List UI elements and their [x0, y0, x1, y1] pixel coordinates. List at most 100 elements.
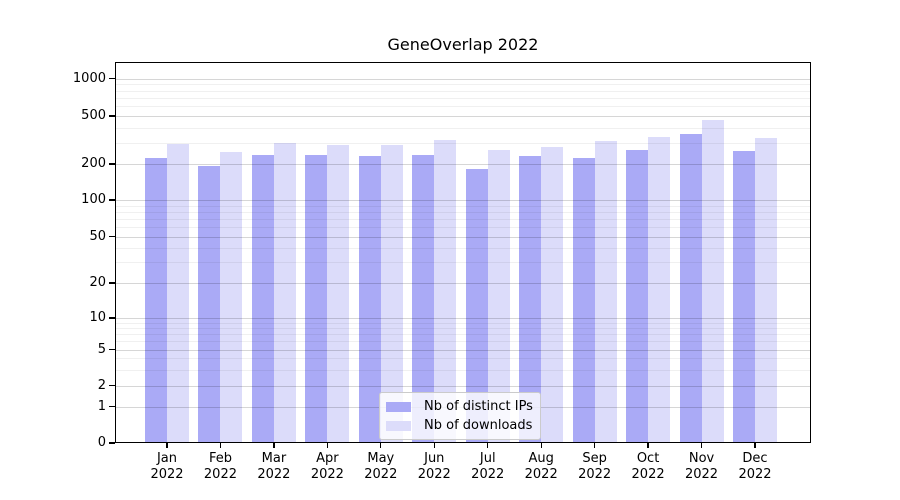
- x-tick-year-mar: 2022: [257, 467, 291, 482]
- x-tick-mark-jun: [433, 443, 435, 448]
- x-tick-month-feb: Feb: [208, 451, 232, 466]
- x-tick-mark-mar: [273, 443, 275, 448]
- bar-nb-of-downloads-may: [380, 144, 403, 443]
- x-tick-label-dec: Dec 2022: [727, 451, 783, 483]
- y-tick-label-5: 5: [97, 341, 106, 357]
- bar-nb-of-downloads-aug: [541, 147, 564, 443]
- bars-layer: [115, 62, 811, 443]
- x-tick-year-oct: 2022: [631, 467, 665, 482]
- x-tick-mark-nov: [700, 443, 703, 448]
- y-tick-mark-1: [108, 405, 115, 408]
- x-tick-month-jul: Jul: [479, 451, 496, 466]
- legend-item-nb-of-downloads: Nb of downloads: [386, 418, 533, 433]
- bar-nb-of-downloads-apr: [327, 144, 350, 443]
- bar-nb-of-downloads-dec: [755, 138, 777, 443]
- x-tick-mark-dec: [754, 443, 756, 448]
- bar-nb-of-distinct-ips-oct: [626, 150, 649, 443]
- bar-nb-of-downloads-sep: [594, 141, 617, 443]
- y-tick-mark-2: [108, 384, 115, 387]
- x-tick-label-sep: Sep 2022: [567, 451, 623, 483]
- y-tick-label-0: 0: [97, 435, 106, 450]
- bar-nb-of-downloads-oct: [648, 137, 671, 443]
- legend: Nb of distinct IPs Nb of downloads: [379, 392, 541, 440]
- x-tick-month-may: May: [367, 451, 395, 466]
- bar-nb-of-distinct-ips-nov: [679, 134, 702, 443]
- x-tick-mark-may: [380, 443, 382, 448]
- x-tick-year-sep: 2022: [578, 467, 612, 482]
- x-tick-mark-oct: [647, 443, 649, 448]
- x-tick-mark-jul: [487, 443, 489, 448]
- bar-nb-of-distinct-ips-jan: [145, 157, 167, 443]
- chart-title: GeneOverlap 2022: [387, 35, 539, 54]
- x-tick-month-dec: Dec: [742, 451, 768, 466]
- bar-nb-of-distinct-ips-may: [358, 155, 381, 443]
- y-tick-label-20: 20: [89, 275, 106, 290]
- x-tick-month-nov: Nov: [688, 451, 715, 466]
- bar-nb-of-distinct-ips-mar: [251, 155, 274, 443]
- x-tick-year-feb: 2022: [203, 467, 237, 482]
- legend-label: Nb of distinct IPs: [424, 399, 533, 414]
- legend-swatch: [386, 401, 411, 412]
- legend-item-nb-of-distinct-ips: Nb of distinct IPs: [386, 399, 533, 414]
- y-tick-mark-100: [108, 199, 115, 201]
- x-tick-month-oct: Oct: [636, 451, 660, 466]
- bar-nb-of-distinct-ips-jun: [412, 155, 435, 443]
- y-tick-label-2: 2: [97, 377, 106, 393]
- x-tick-year-apr: 2022: [310, 467, 344, 482]
- bar-nb-of-downloads-jul: [487, 150, 510, 443]
- y-tick-label-500: 500: [81, 108, 106, 123]
- y-tick-mark-0: [108, 442, 115, 444]
- x-tick-label-jan: Jan 2022: [139, 451, 195, 483]
- y-tick-label-200: 200: [81, 155, 106, 171]
- x-tick-year-jun: 2022: [417, 467, 451, 482]
- x-tick-label-may: May 2022: [353, 451, 409, 483]
- x-tick-year-dec: 2022: [738, 467, 772, 482]
- y-tick-mark-10: [108, 317, 115, 319]
- y-tick-label-100: 100: [81, 192, 106, 207]
- y-tick-mark-200: [108, 163, 115, 165]
- bar-nb-of-distinct-ips-apr: [305, 155, 328, 443]
- y-tick-mark-50: [108, 235, 115, 238]
- x-tick-label-jun: Jun 2022: [406, 451, 462, 483]
- y-tick-label-50: 50: [89, 228, 106, 244]
- bar-nb-of-downloads-feb: [220, 152, 243, 443]
- x-tick-year-may: 2022: [364, 467, 398, 482]
- x-tick-mark-aug: [540, 443, 542, 448]
- y-tick-mark-20: [108, 282, 115, 284]
- y-tick-mark-5: [108, 348, 115, 351]
- x-tick-mark-sep: [593, 443, 596, 448]
- x-tick-year-nov: 2022: [684, 467, 719, 482]
- x-tick-month-mar: Mar: [261, 451, 287, 466]
- y-tick-mark-1000: [108, 77, 115, 80]
- bar-nb-of-downloads-nov: [701, 120, 724, 443]
- x-tick-label-aug: Aug 2022: [513, 451, 569, 483]
- bar-nb-of-distinct-ips-sep: [572, 158, 595, 443]
- x-tick-label-oct: Oct 2022: [620, 451, 676, 483]
- bar-nb-of-distinct-ips-jul: [465, 169, 488, 443]
- bar-nb-of-distinct-ips-dec: [733, 151, 755, 443]
- x-tick-label-mar: Mar 2022: [246, 451, 302, 483]
- legend-label: Nb of downloads: [424, 418, 533, 433]
- x-tick-label-nov: Nov 2022: [674, 451, 730, 483]
- x-tick-month-aug: Aug: [528, 451, 554, 466]
- legend-swatch: [386, 420, 411, 431]
- x-tick-year-jul: 2022: [471, 467, 505, 482]
- x-tick-label-jul: Jul 2022: [460, 451, 516, 483]
- x-tick-label-feb: Feb 2022: [192, 451, 248, 483]
- x-tick-month-apr: Apr: [316, 451, 339, 466]
- bar-nb-of-distinct-ips-aug: [519, 156, 542, 443]
- x-tick-year-aug: 2022: [524, 467, 558, 482]
- x-tick-mark-feb: [219, 443, 222, 448]
- x-tick-mark-jan: [166, 443, 168, 448]
- bar-nb-of-downloads-jan: [167, 144, 189, 443]
- x-tick-label-apr: Apr 2022: [299, 451, 355, 483]
- y-tick-mark-500: [108, 115, 115, 117]
- x-tick-month-jan: Jan: [156, 451, 178, 466]
- y-tick-label-10: 10: [89, 310, 106, 325]
- bar-nb-of-downloads-mar: [273, 143, 296, 443]
- x-tick-year-jan: 2022: [150, 467, 184, 482]
- bar-nb-of-downloads-jun: [434, 140, 457, 443]
- x-tick-month-sep: Sep: [582, 451, 607, 466]
- x-tick-mark-apr: [326, 443, 328, 448]
